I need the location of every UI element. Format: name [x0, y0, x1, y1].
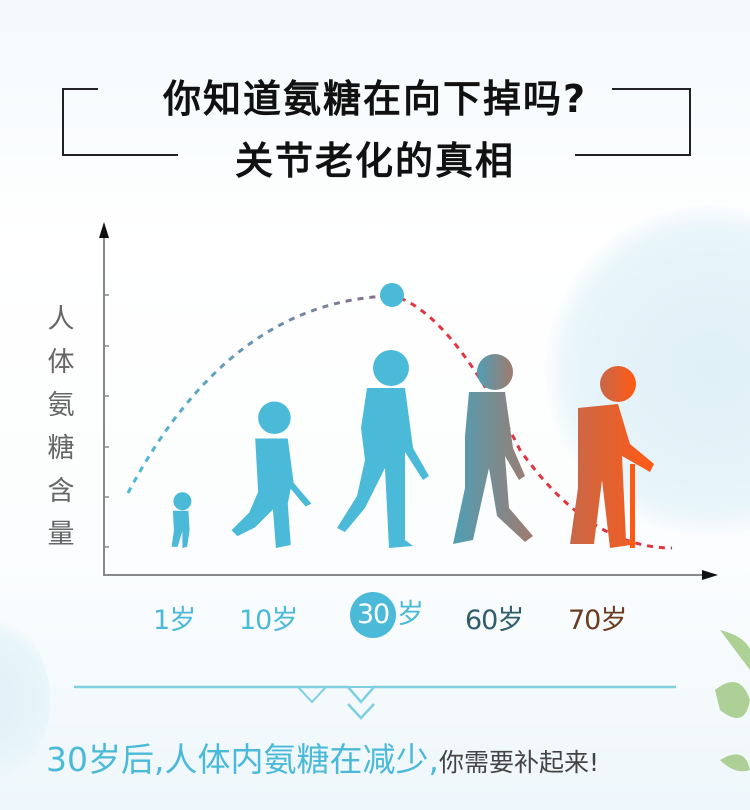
age-unit: 岁: [397, 599, 424, 630]
decline-curve: [399, 296, 673, 550]
footer-main-text: 30岁后,人体内氨糖在减少,: [46, 740, 439, 779]
frame-line: [689, 88, 691, 156]
baby-silhouette: [171, 492, 192, 548]
age-value-highlight: 30: [350, 592, 396, 638]
age-unit: 岁: [169, 605, 196, 636]
age-label-30: 30 岁: [350, 592, 424, 638]
age-value: 1: [153, 605, 170, 636]
title-line-2: 关节老化的真相: [234, 139, 515, 183]
age-label-1: 1岁: [153, 598, 196, 637]
age-value: 10: [239, 605, 272, 636]
elderly-silhouette: [570, 366, 654, 548]
age-value: 70: [568, 605, 601, 636]
age-unit: 岁: [600, 605, 627, 636]
frame-line: [62, 88, 64, 156]
rise-curve: [126, 294, 393, 494]
age-unit: 岁: [271, 605, 298, 636]
age-value: 60: [465, 605, 498, 636]
age-label-60: 60岁: [465, 598, 524, 637]
title-line-1: 你知道氨糖在向下掉吗?: [162, 77, 588, 121]
x-axis: [104, 570, 718, 580]
frame-line: [62, 154, 178, 156]
footer-sub-text: 你需要补起来!: [438, 748, 600, 777]
child-silhouette: [231, 401, 312, 548]
frame-line: [612, 88, 691, 90]
frame-line: [62, 88, 98, 90]
y-ticks: [104, 294, 109, 548]
age-unit: 岁: [497, 605, 524, 636]
peak-marker: [380, 283, 404, 307]
adult-silhouette: [337, 350, 429, 548]
leaf-decoration: [715, 630, 750, 772]
frame-line: [575, 154, 691, 156]
middle-aged-silhouette: [453, 354, 533, 544]
chevron-down-icon: [347, 703, 375, 720]
footer-message: 30岁后,人体内氨糖在减少,你需要补起来!: [46, 733, 599, 781]
y-axis-label: 人体氨糖含量: [47, 304, 75, 550]
age-label-70: 70岁: [568, 598, 627, 637]
y-axis: [99, 222, 109, 576]
age-label-10: 10岁: [239, 598, 298, 637]
